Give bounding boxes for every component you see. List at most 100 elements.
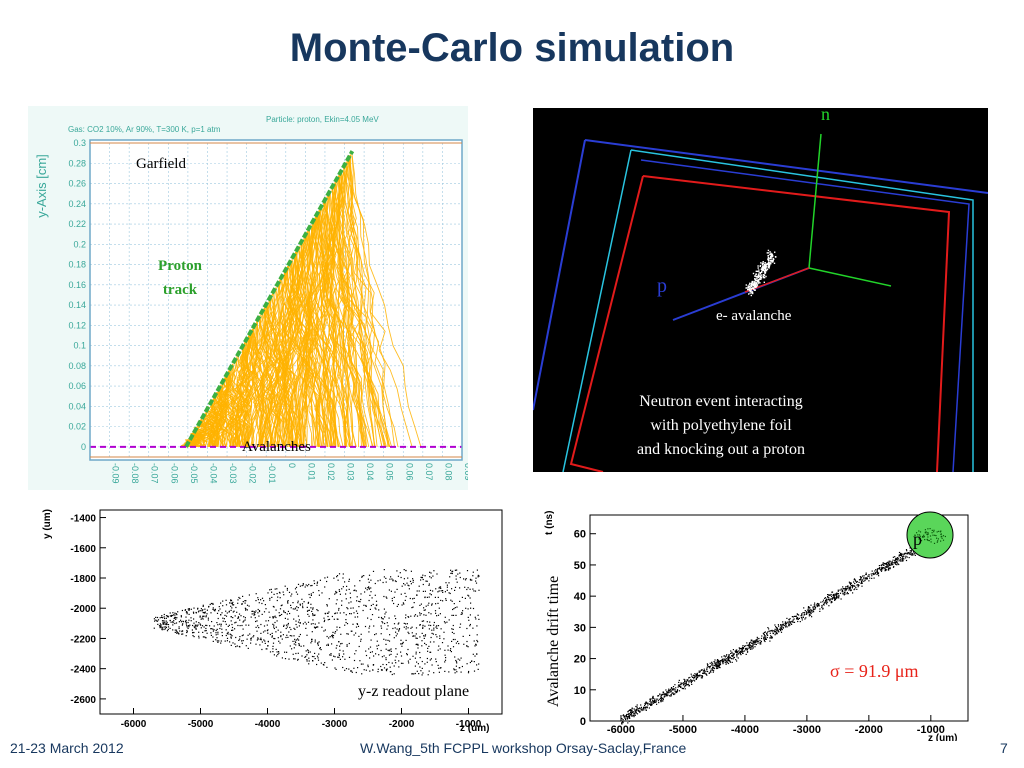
yz-hit xyxy=(199,623,201,625)
drift-hit xyxy=(796,613,798,615)
drift-hit xyxy=(635,712,637,714)
drift-hit xyxy=(766,636,768,639)
yz-hit xyxy=(462,635,464,637)
drift-hit xyxy=(716,665,718,667)
yz-hit xyxy=(360,663,362,665)
yz-hit xyxy=(402,642,404,645)
yz-hit xyxy=(412,579,414,581)
yz-hit xyxy=(185,620,187,623)
yz-hit xyxy=(454,607,456,609)
yz-hit xyxy=(165,623,168,625)
avalanche-drift-line xyxy=(242,340,252,447)
drift-hit xyxy=(669,695,671,697)
yz-hit xyxy=(380,616,383,619)
drift-hit xyxy=(660,697,662,699)
drift-hit xyxy=(826,601,829,603)
drift-hit xyxy=(691,675,693,677)
yz-hit xyxy=(403,603,405,605)
yz-hit xyxy=(234,628,236,630)
yz-hit xyxy=(275,648,277,650)
avalanche-electron xyxy=(759,274,761,276)
yz-hit xyxy=(234,615,236,617)
drift-hit xyxy=(898,555,900,557)
avalanche-electron xyxy=(749,287,751,289)
drift-hit xyxy=(774,631,776,633)
drift-hit xyxy=(864,577,866,579)
yz-hit xyxy=(292,653,294,655)
yz-hit xyxy=(340,633,342,635)
outer-frame-blue-top xyxy=(584,139,988,194)
proton-track-line xyxy=(184,150,355,448)
yz-hit xyxy=(414,614,417,616)
drift-hit xyxy=(888,564,890,567)
drift-hit xyxy=(746,649,748,651)
yz-hit xyxy=(231,626,234,629)
yz-hit xyxy=(393,665,395,667)
garfield-y-tick-label: 0.08 xyxy=(68,361,86,371)
drift-hit xyxy=(735,651,737,653)
avalanche-electron xyxy=(762,274,765,276)
drift-hit xyxy=(634,711,636,713)
yz-hit xyxy=(194,624,196,626)
drift-hit xyxy=(716,659,719,661)
yz-hit xyxy=(169,615,171,617)
yz-hit xyxy=(466,663,468,665)
drift-hit xyxy=(633,708,635,710)
yz-hit xyxy=(212,636,214,638)
drift-hit xyxy=(838,595,840,597)
drift-hit xyxy=(678,681,680,683)
yz-hit xyxy=(386,597,388,599)
drift-hit xyxy=(632,711,634,713)
yz-hit xyxy=(283,610,285,612)
drift-hit xyxy=(716,660,718,662)
drift-hit xyxy=(887,562,889,564)
drift-hit xyxy=(899,560,901,562)
drift-hit xyxy=(836,593,838,595)
yz-hit xyxy=(469,614,471,616)
drift-hit xyxy=(860,578,862,580)
yz-hit xyxy=(345,593,347,595)
drift-hit xyxy=(789,624,791,626)
drift-hit xyxy=(714,661,716,663)
avalanche-drift-line xyxy=(227,372,248,448)
yz-hit xyxy=(344,624,346,626)
drift-hit xyxy=(695,678,697,680)
yz-hit xyxy=(422,672,424,674)
yz-hit xyxy=(408,585,410,587)
drift-hit xyxy=(731,651,733,653)
yz-hit xyxy=(272,617,274,619)
yz-hit xyxy=(416,670,418,672)
drift-hit xyxy=(913,553,916,555)
yz-hit xyxy=(390,671,392,673)
yz-hit xyxy=(220,602,222,604)
yz-hit xyxy=(212,602,214,605)
drift-hit xyxy=(703,670,706,672)
drift-hit xyxy=(838,597,840,599)
yz-hit xyxy=(390,590,392,592)
drift-hit xyxy=(640,708,642,710)
drift-hit xyxy=(873,572,875,574)
yz-hit xyxy=(348,602,350,604)
yz-hit xyxy=(380,649,382,652)
yz-hit xyxy=(342,666,344,669)
drift-hit xyxy=(685,682,687,684)
drift-hit xyxy=(697,675,699,677)
drift-hit xyxy=(904,557,907,559)
drift-hit xyxy=(859,576,861,578)
yz-hit xyxy=(363,575,365,577)
drift-hit xyxy=(881,564,883,566)
yz-hit xyxy=(316,655,319,657)
yz-hit xyxy=(391,600,393,602)
avalanche-electron xyxy=(750,292,753,294)
drift-hit xyxy=(670,689,672,691)
yz-hit xyxy=(174,614,176,616)
garfield-y-tick-label: 0.26 xyxy=(68,179,86,189)
yz-hit xyxy=(461,613,463,615)
drift-hit xyxy=(750,641,752,643)
yz-hit xyxy=(344,658,346,660)
drift-hit xyxy=(732,655,734,657)
drift-hit xyxy=(708,666,710,668)
avalanche-electron xyxy=(763,267,765,270)
yz-hit xyxy=(292,602,294,604)
avalanche-electron xyxy=(772,259,774,261)
